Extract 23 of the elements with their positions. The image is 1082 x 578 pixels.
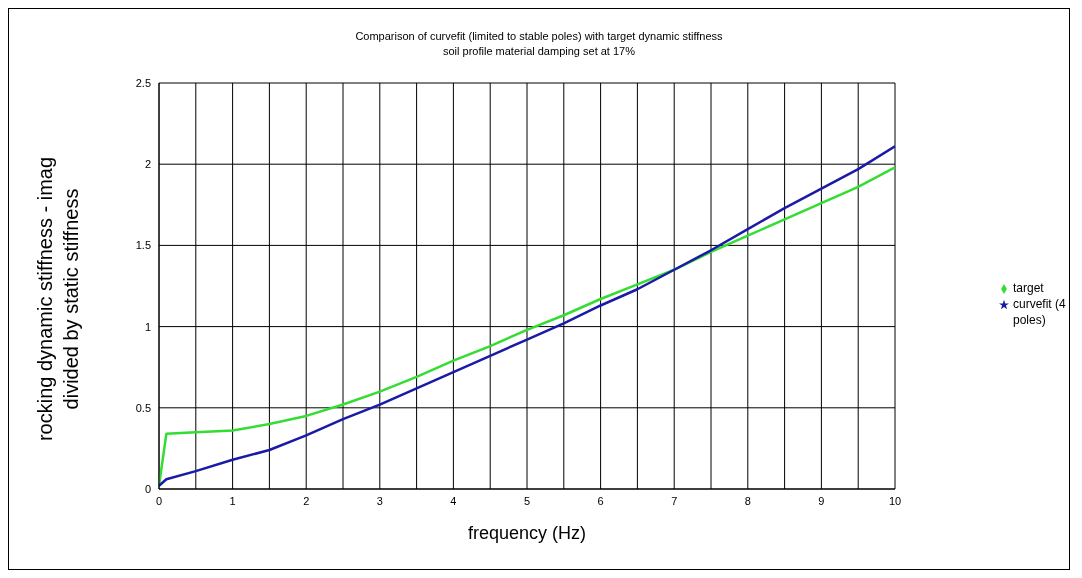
chart-title: Comparison of curvefit (limited to stable poles) with target dynamic stiffness [354, 29, 724, 44]
y-tick-label: 2.5 [135, 76, 151, 89]
x-tick-label: 4 [450, 494, 457, 507]
x-tick-label: 6 [597, 494, 604, 507]
x-tick-label: 1 [229, 494, 236, 507]
y-axis-title: rocking dynamic stiffness - imag divided by static stiffness [33, 155, 83, 444]
x-tick-label: 9 [818, 494, 825, 507]
y-tick-label: 0.5 [135, 401, 151, 414]
x-tick-label: 8 [744, 494, 751, 507]
y-tick-label: 1 [144, 320, 151, 333]
x-axis-title: frequency (Hz) [467, 523, 587, 543]
y-tick-label: 2 [144, 158, 151, 171]
x-tick-label: 2 [303, 494, 310, 507]
y-tick-label: 1.5 [135, 239, 151, 252]
x-tick-label: 5 [523, 494, 531, 507]
x-tick-label: 10 [888, 494, 902, 507]
legend-label: target [1013, 280, 1044, 296]
legend-label: curvefit (4 poles) [1013, 296, 1067, 328]
x-tick-label: 0 [155, 494, 163, 507]
chart-subtitle: soil profile material damping set at 17% [442, 44, 636, 59]
x-tick-label: 7 [671, 494, 678, 507]
y-tick-label: 0 [144, 482, 151, 495]
x-tick-label: 3 [376, 494, 383, 507]
